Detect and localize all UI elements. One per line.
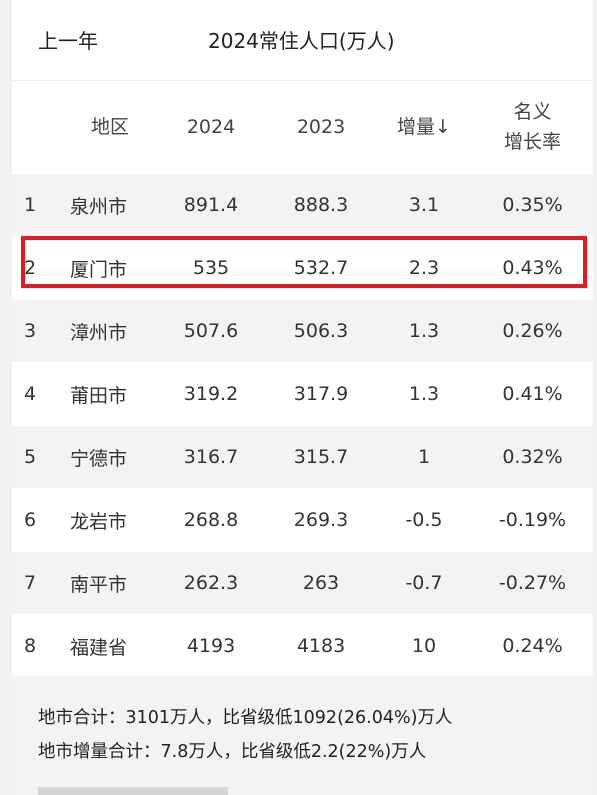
region-cell: 龙岩市 xyxy=(64,488,156,552)
table-row: 3 漳州市 507.6 506.3 1.3 0.26% xyxy=(12,299,593,363)
column-header-2024[interactable]: 2024 xyxy=(186,115,236,138)
region-cell: 福建省 xyxy=(64,614,156,677)
value-2024-cell: 319.2 xyxy=(156,362,266,426)
value-2024-cell: 268.8 xyxy=(156,488,266,552)
rank-cell: 8 xyxy=(12,614,64,677)
rank-cell: 3 xyxy=(12,299,64,363)
region-cell: 宁德市 xyxy=(64,425,156,489)
column-header-growth[interactable]: 名义 增长率 xyxy=(472,80,593,174)
region-cell: 厦门市 xyxy=(64,236,156,300)
column-header-2023[interactable]: 2023 xyxy=(296,115,346,138)
rank-cell: 7 xyxy=(12,551,64,615)
table-title: 2024常住人口(万人) xyxy=(208,29,395,53)
increase-cell: 10 xyxy=(376,614,472,677)
rank-cell: 1 xyxy=(12,173,64,237)
table-row: 5 宁德市 316.7 315.7 1 0.32% xyxy=(12,425,593,489)
growth-cell: 0.43% xyxy=(472,236,593,300)
growth-cell: 0.24% xyxy=(472,614,593,677)
table-row: 7 南平市 262.3 263 -0.7 -0.27% xyxy=(12,551,593,615)
growth-cell: 0.35% xyxy=(472,173,593,237)
increase-cell: 1 xyxy=(376,425,472,489)
region-cell: 莆田市 xyxy=(64,362,156,426)
value-2024-cell: 507.6 xyxy=(156,299,266,363)
increase-cell: -0.7 xyxy=(376,551,472,615)
increase-cell: 3.1 xyxy=(376,173,472,237)
table-row: 4 莆田市 319.2 317.9 1.3 0.41% xyxy=(12,362,593,426)
column-header-rank xyxy=(12,80,64,174)
rank-cell: 2 xyxy=(12,236,64,300)
rank-cell: 4 xyxy=(12,362,64,426)
value-2023-cell: 263 xyxy=(266,551,376,615)
column-header-increase[interactable]: 增量↓ xyxy=(397,115,451,138)
table-row: 2 厦门市 535 532.7 2.3 0.43% xyxy=(12,236,593,300)
column-header-growth-line2: 增长率 xyxy=(503,130,561,153)
rank-cell: 5 xyxy=(12,425,64,489)
growth-cell: 0.32% xyxy=(472,425,593,489)
table-row: 8 福建省 4193 4183 10 0.24% xyxy=(12,614,593,677)
rank-cell: 6 xyxy=(12,488,64,552)
summary-city-increase: 地市增量合计：7.8万人，比省级低2.2(22%)万人 xyxy=(38,742,427,762)
value-2023-cell: 532.7 xyxy=(266,236,376,300)
cut-off-text-line xyxy=(38,783,228,795)
value-2023-cell: 4183 xyxy=(266,614,376,677)
column-header-region[interactable]: 地区 xyxy=(90,115,129,138)
growth-cell: -0.19% xyxy=(472,488,593,552)
value-2024-cell: 316.7 xyxy=(156,425,266,489)
column-header-growth-line1: 名义 xyxy=(513,100,552,123)
region-cell: 泉州市 xyxy=(64,173,156,237)
growth-cell: -0.27% xyxy=(472,551,593,615)
table-row: 1 泉州市 891.4 888.3 3.1 0.35% xyxy=(12,173,593,237)
prev-year-button[interactable]: 上一年 xyxy=(38,29,98,53)
table-header-bar: 上一年 2024常住人口(万人) xyxy=(12,0,593,81)
value-2024-cell: 891.4 xyxy=(156,173,266,237)
summary-city-total: 地市合计：3101万人，比省级低1092(26.04%)万人 xyxy=(38,708,453,728)
value-2023-cell: 269.3 xyxy=(266,488,376,552)
region-cell: 南平市 xyxy=(64,551,156,615)
population-table: 地区 2024 2023 增量↓ 名义 增长率 1 泉州市 891.4 888.… xyxy=(12,80,593,677)
value-2024-cell: 4193 xyxy=(156,614,266,677)
growth-cell: 0.41% xyxy=(472,362,593,426)
summary-panel: 地市合计：3101万人，比省级低1092(26.04%)万人 地市增量合计：7.… xyxy=(12,676,593,795)
value-2024-cell: 262.3 xyxy=(156,551,266,615)
table-header-row: 地区 2024 2023 增量↓ 名义 增长率 xyxy=(12,80,593,174)
increase-cell: 2.3 xyxy=(376,236,472,300)
value-2023-cell: 317.9 xyxy=(266,362,376,426)
value-2024-cell: 535 xyxy=(156,236,266,300)
increase-cell: 1.3 xyxy=(376,299,472,363)
increase-cell: 1.3 xyxy=(376,362,472,426)
population-card: 上一年 2024常住人口(万人) 地区 2024 2023 增量↓ 名义 增长率 xyxy=(12,0,593,795)
growth-cell: 0.26% xyxy=(472,299,593,363)
value-2023-cell: 888.3 xyxy=(266,173,376,237)
value-2023-cell: 506.3 xyxy=(266,299,376,363)
value-2023-cell: 315.7 xyxy=(266,425,376,489)
increase-cell: -0.5 xyxy=(376,488,472,552)
region-cell: 漳州市 xyxy=(64,299,156,363)
table-row: 6 龙岩市 268.8 269.3 -0.5 -0.19% xyxy=(12,488,593,552)
